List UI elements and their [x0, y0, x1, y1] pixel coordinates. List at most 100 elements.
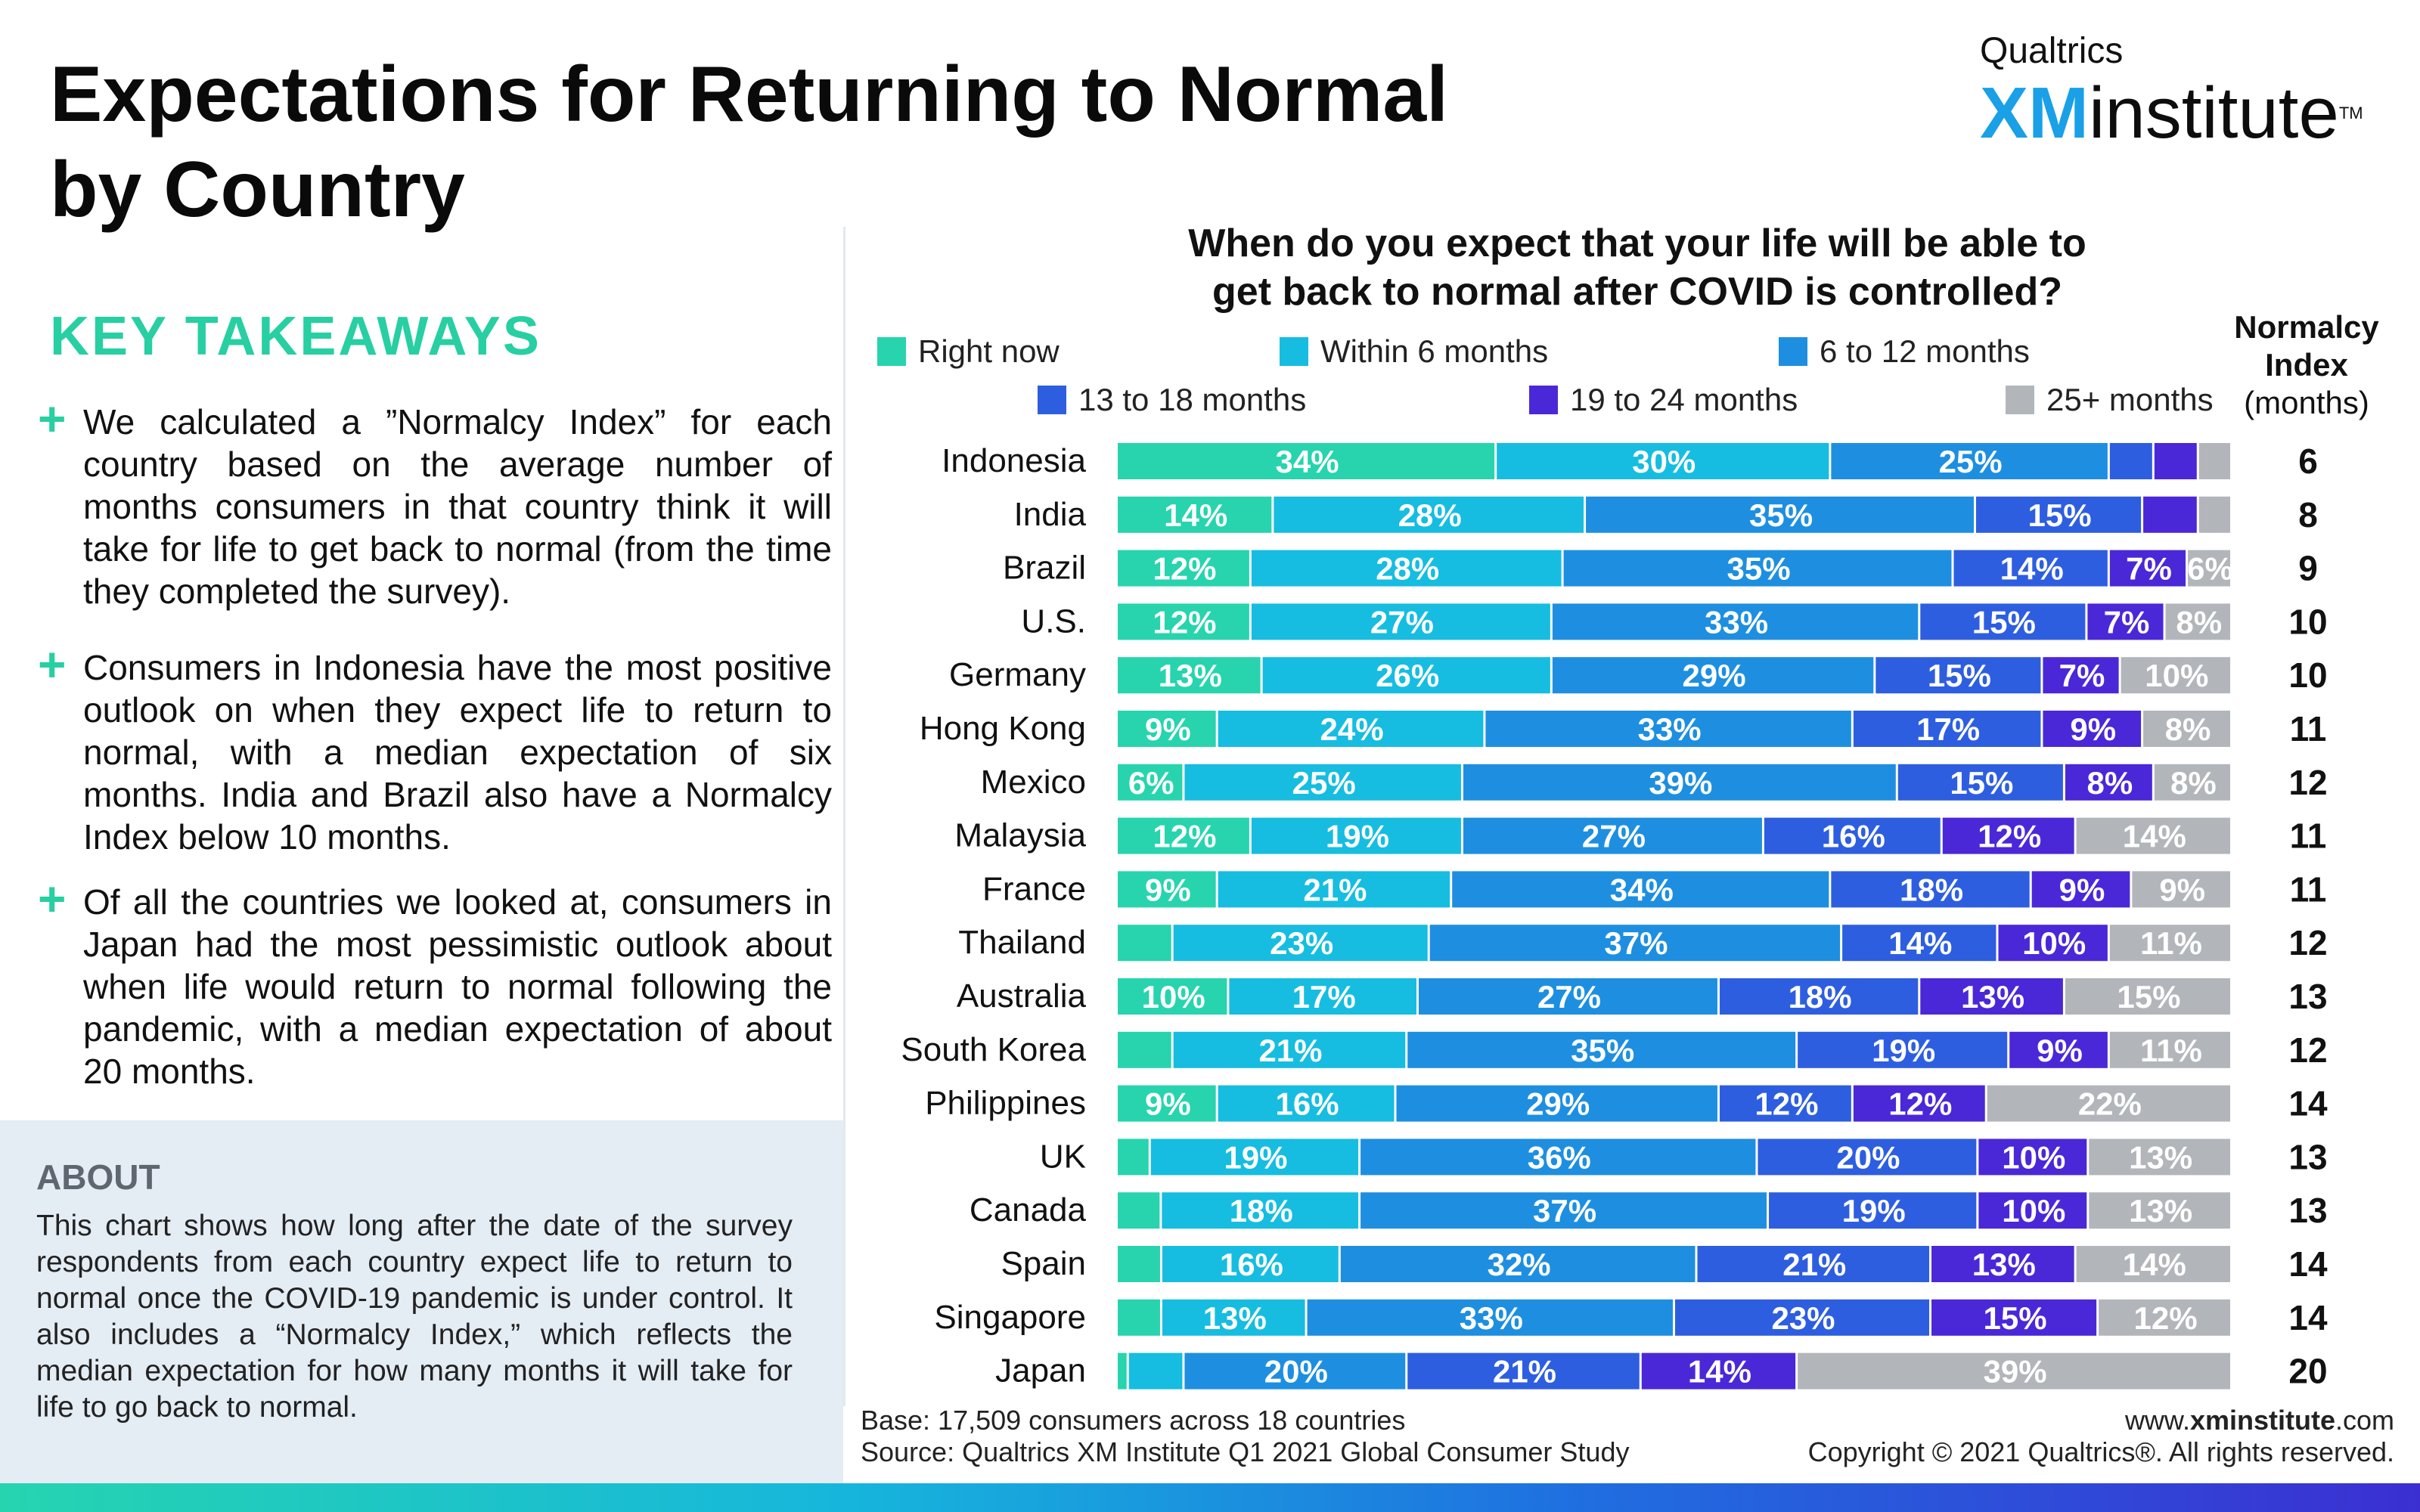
data-label-france-right-now: 9% [1145, 872, 1191, 907]
data-label-spain-25-months: 14% [2123, 1247, 2186, 1282]
normalcy-index-australia: 13 [2288, 977, 2327, 1016]
data-label-thailand-within-6-months: 23% [1270, 925, 1333, 961]
normalcy-header-line2: Index [2265, 347, 2348, 383]
data-label-uk-13-to-18-months: 20% [1836, 1139, 1900, 1175]
data-label-japan-19-to-24-months: 14% [1688, 1354, 1751, 1390]
legend-label: Within 6 months [1320, 333, 1549, 369]
plus-icon: + [38, 392, 67, 446]
data-label-canada-13-to-18-months: 19% [1842, 1193, 1906, 1228]
data-label-indonesia-6-to-12-months: 25% [1939, 444, 2003, 479]
normalcy-index-thailand: 12 [2288, 923, 2327, 962]
bar-brazil-13-to-18-months [1953, 550, 2108, 587]
bar-brazil-25-months [2188, 550, 2230, 587]
bar-uk-13-to-18-months [1758, 1139, 1977, 1176]
bottom-gradient-bar [0, 1483, 2420, 1512]
data-label-brazil-right-now: 12% [1153, 551, 1216, 587]
bar-thailand-13-to-18-months [1842, 925, 1996, 962]
bar-thailand-6-to-12-months [1429, 925, 1841, 962]
data-label-hong-kong-13-to-18-months: 17% [1916, 711, 1980, 747]
data-label-malaysia-6-to-12-months: 27% [1582, 819, 1646, 854]
bar-canada-within-6-months [1162, 1192, 1359, 1229]
legend-label: 6 to 12 months [1820, 333, 2030, 369]
bar-philippines-right-now [1118, 1085, 1216, 1122]
bar-germany-25-months [2121, 657, 2230, 694]
data-label-australia-13-to-18-months: 18% [1789, 979, 1852, 1015]
bar-spain-6-to-12-months [1340, 1246, 1696, 1282]
category-label-hong-kong: Hong Kong [920, 710, 1086, 747]
legend-label: 19 to 24 months [1570, 382, 1798, 417]
bar-uk-right-now [1118, 1139, 1149, 1176]
bar-australia-within-6-months [1229, 978, 1416, 1015]
legend-item-13-to-18-months: 13 to 18 months [1038, 381, 1306, 419]
data-label-uk-19-to-24-months: 10% [2002, 1139, 2065, 1175]
data-label-hong-kong-25-months: 8% [2165, 711, 2211, 747]
data-label-philippines-within-6-months: 16% [1276, 1086, 1339, 1122]
data-label-spain-13-to-18-months: 21% [1782, 1247, 1846, 1282]
bar-malaysia-within-6-months [1251, 817, 1461, 854]
bar-mexico-6-to-12-months [1463, 764, 1896, 801]
data-label-spain-19-to-24-months: 13% [1972, 1247, 2036, 1282]
data-label-singapore-6-to-12-months: 33% [1460, 1300, 1523, 1336]
bar-thailand-19-to-24-months [1998, 925, 2108, 962]
plus-icon: + [38, 637, 67, 692]
bar-germany-within-6-months [1262, 657, 1550, 694]
footer-url[interactable]: www.xminstitute.com [1808, 1405, 2394, 1436]
bar-india-right-now [1118, 496, 1272, 533]
brand-tm: TM [2338, 104, 2363, 122]
bar-japan-19-to-24-months [1641, 1352, 1796, 1390]
data-label-indonesia-within-6-months: 30% [1632, 444, 1696, 479]
data-label-malaysia-25-months: 14% [2123, 819, 2186, 854]
data-label-thailand-19-to-24-months: 10% [2022, 925, 2086, 961]
normalcy-index-canada: 13 [2288, 1191, 2327, 1230]
normalcy-index-indonesia: 6 [2298, 442, 2318, 481]
takeaway-text-2: Consumers in Indonesia have the most pos… [83, 648, 832, 857]
bar-singapore-within-6-months [1162, 1299, 1305, 1336]
normalcy-index-philippines: 14 [2288, 1084, 2328, 1123]
data-label-malaysia-13-to-18-months: 16% [1822, 819, 1885, 854]
category-label-germany: Germany [949, 656, 1086, 693]
bar-indonesia-within-6-months [1497, 443, 1829, 479]
normalcy-header-line1: Normalcy [2234, 309, 2379, 345]
data-label-india-6-to-12-months: 35% [1749, 497, 1813, 533]
category-label-mexico: Mexico [981, 764, 1086, 801]
data-label-germany-6-to-12-months: 29% [1683, 658, 1746, 693]
data-label-malaysia-19-to-24-months: 12% [1978, 819, 2041, 854]
bar-germany-right-now [1118, 657, 1261, 694]
footer-source: Base: 17,509 consumers across 18 countri… [861, 1405, 1629, 1468]
data-label-france-19-to-24-months: 9% [2059, 872, 2105, 907]
bar-japan-within-6-months [1128, 1352, 1183, 1390]
normalcy-index-germany: 10 [2288, 655, 2327, 695]
legend-item-6-to-12-months: 6 to 12 months [1779, 333, 2030, 370]
brand-xm: XM [1980, 73, 2089, 153]
legend-swatch [1779, 336, 1807, 366]
chart-title: When do you expect that your life will b… [1013, 219, 2261, 316]
normalcy-index-spain: 14 [2288, 1244, 2328, 1284]
category-label-u-s: U.S. [1021, 603, 1086, 640]
bar-japan-6-to-12-months [1184, 1352, 1406, 1390]
bar-hong-kong-25-months [2143, 711, 2230, 747]
bar-thailand-25-months [2109, 925, 2230, 962]
data-label-singapore-19-to-24-months: 15% [1984, 1300, 2047, 1336]
normalcy-index-mexico: 12 [2288, 763, 2327, 802]
category-label-philippines: Philippines [925, 1085, 1086, 1122]
data-label-canada-6-to-12-months: 37% [1533, 1193, 1596, 1228]
bar-spain-within-6-months [1162, 1246, 1339, 1282]
data-label-japan-25-months: 39% [1984, 1354, 2047, 1390]
bar-thailand-right-now [1118, 925, 1171, 962]
bar-indonesia-13-to-18-months [2109, 443, 2152, 479]
data-label-uk-6-to-12-months: 36% [1528, 1139, 1591, 1175]
bar-south-korea-6-to-12-months [1407, 1031, 1796, 1068]
footer-base: Base: 17,509 consumers across 18 countri… [861, 1405, 1406, 1436]
legend-item-within-6-months: Within 6 months [1280, 333, 1548, 370]
data-label-philippines-25-months: 22% [2078, 1086, 2142, 1122]
bar-mexico-right-now [1118, 764, 1183, 801]
bar-germany-6-to-12-months [1552, 657, 1874, 694]
key-takeaways-title: KEY TAKEAWAYS [50, 306, 541, 367]
bar-india-6-to-12-months [1586, 496, 1974, 533]
bar-singapore-19-to-24-months [1931, 1299, 2097, 1336]
data-label-south-korea-within-6-months: 21% [1258, 1033, 1322, 1068]
bar-malaysia-13-to-18-months [1764, 817, 1941, 854]
url-prefix: www. [2124, 1405, 2190, 1436]
data-label-thailand-6-to-12-months: 37% [1604, 925, 1668, 961]
category-label-singapore: Singapore [934, 1299, 1086, 1336]
